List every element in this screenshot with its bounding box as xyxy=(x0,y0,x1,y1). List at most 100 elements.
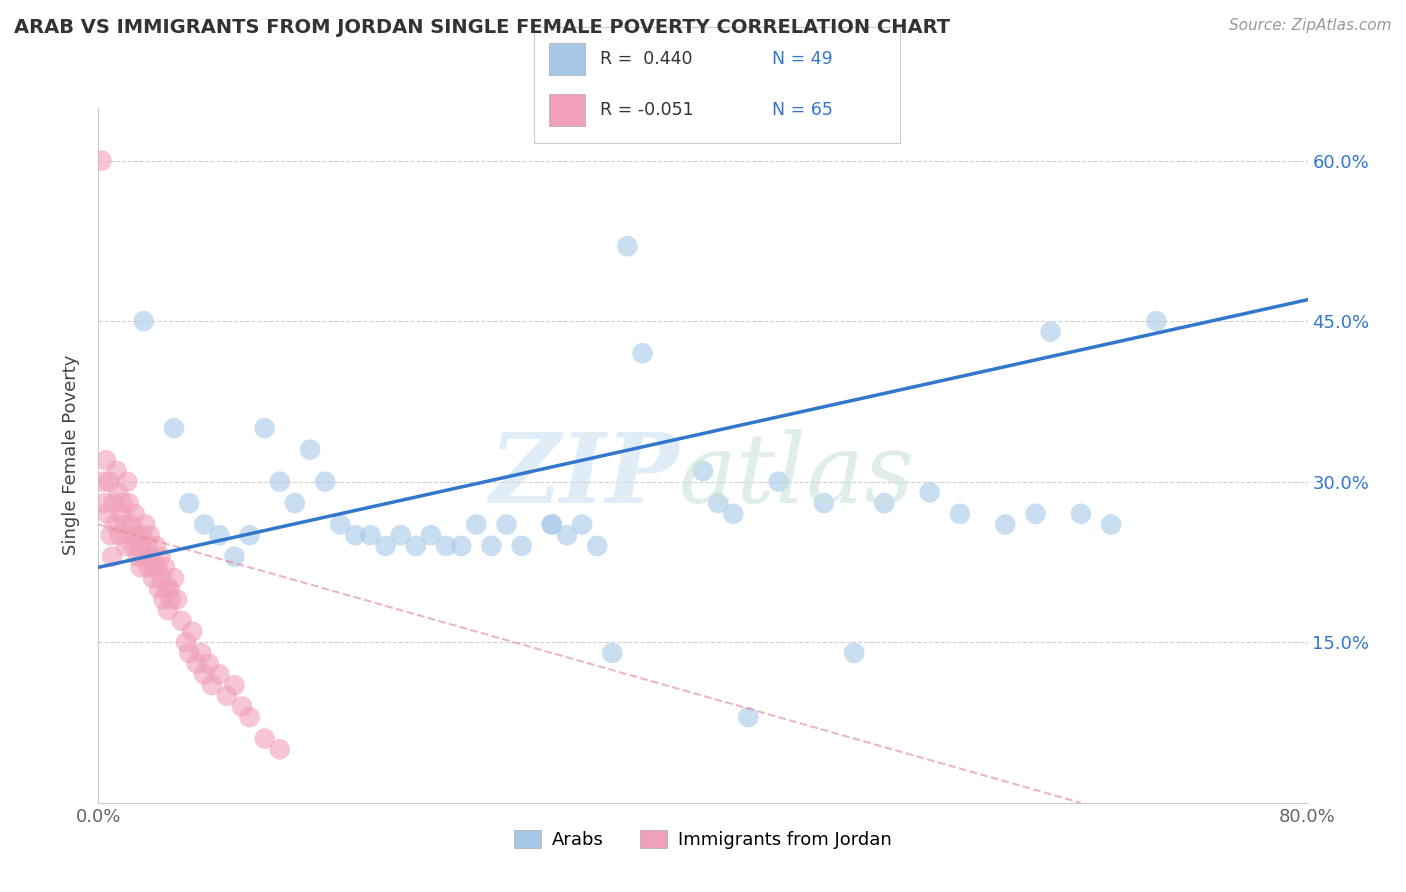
Point xyxy=(844,646,866,660)
Y-axis label: Single Female Poverty: Single Female Poverty xyxy=(62,355,80,555)
Point xyxy=(132,314,155,328)
Point xyxy=(602,646,624,660)
Point xyxy=(174,635,197,649)
Point xyxy=(141,549,163,564)
Point xyxy=(105,464,128,478)
Point xyxy=(253,731,276,746)
Point xyxy=(104,517,127,532)
Point xyxy=(329,517,352,532)
Point xyxy=(132,549,155,564)
Point xyxy=(107,485,129,500)
Point xyxy=(420,528,443,542)
Point xyxy=(112,517,135,532)
Text: R = -0.051: R = -0.051 xyxy=(600,102,693,120)
Point xyxy=(108,528,131,542)
Point xyxy=(253,421,276,435)
Point xyxy=(481,539,503,553)
Point xyxy=(93,496,115,510)
Legend: Arabs, Immigrants from Jordan: Arabs, Immigrants from Jordan xyxy=(508,822,898,856)
Point xyxy=(495,517,517,532)
Point xyxy=(163,571,186,585)
Point xyxy=(314,475,336,489)
Point xyxy=(94,453,117,467)
Point xyxy=(129,560,152,574)
Point xyxy=(231,699,253,714)
Point xyxy=(118,496,141,510)
Point xyxy=(949,507,972,521)
Point xyxy=(142,571,165,585)
Point xyxy=(197,657,219,671)
Point xyxy=(166,592,188,607)
Point xyxy=(918,485,941,500)
Point xyxy=(994,517,1017,532)
Point xyxy=(101,549,124,564)
Point xyxy=(434,539,457,553)
Point xyxy=(208,667,231,681)
Point xyxy=(124,507,146,521)
Point xyxy=(122,539,145,553)
Point xyxy=(405,539,427,553)
Point xyxy=(208,528,231,542)
Point xyxy=(136,560,159,574)
Point xyxy=(135,539,157,553)
Point xyxy=(190,646,212,660)
Point xyxy=(114,539,136,553)
Point xyxy=(555,528,578,542)
Point xyxy=(215,689,238,703)
Point xyxy=(128,539,150,553)
Point xyxy=(723,507,745,521)
Point xyxy=(224,678,246,692)
Point xyxy=(450,539,472,553)
Point xyxy=(1144,314,1167,328)
Point xyxy=(149,549,172,564)
Point xyxy=(125,528,148,542)
Point xyxy=(179,496,201,510)
Text: R =  0.440: R = 0.440 xyxy=(600,50,693,68)
Point xyxy=(103,496,125,510)
Point xyxy=(873,496,896,510)
Point xyxy=(163,421,186,435)
Point xyxy=(160,592,183,607)
Point xyxy=(186,657,208,671)
Point xyxy=(1070,507,1092,521)
Point xyxy=(145,539,167,553)
Point xyxy=(768,475,790,489)
Point xyxy=(299,442,322,457)
Point xyxy=(269,475,291,489)
Text: ZIP: ZIP xyxy=(489,429,679,523)
Point xyxy=(737,710,759,724)
Point xyxy=(120,528,142,542)
Point xyxy=(571,517,593,532)
Point xyxy=(239,710,262,724)
Point xyxy=(181,624,204,639)
Point xyxy=(150,571,173,585)
Point xyxy=(284,496,307,510)
Point xyxy=(155,582,177,596)
Point xyxy=(143,560,166,574)
Text: atlas: atlas xyxy=(679,429,915,523)
Point xyxy=(692,464,714,478)
Point xyxy=(131,528,153,542)
Point xyxy=(110,507,132,521)
Point xyxy=(201,678,224,692)
Point xyxy=(239,528,262,542)
Point xyxy=(91,475,114,489)
Point xyxy=(269,742,291,756)
Point xyxy=(193,517,215,532)
Bar xyxy=(548,43,585,76)
Point xyxy=(707,496,730,510)
Text: ARAB VS IMMIGRANTS FROM JORDAN SINGLE FEMALE POVERTY CORRELATION CHART: ARAB VS IMMIGRANTS FROM JORDAN SINGLE FE… xyxy=(14,18,950,37)
Point xyxy=(159,582,181,596)
Point xyxy=(146,560,169,574)
Point xyxy=(389,528,412,542)
Point xyxy=(344,528,367,542)
Point xyxy=(121,517,143,532)
Point xyxy=(616,239,638,253)
Point xyxy=(127,549,149,564)
Point xyxy=(1024,507,1046,521)
Point xyxy=(374,539,396,553)
Bar xyxy=(548,94,585,127)
Point xyxy=(98,475,121,489)
Point xyxy=(170,614,193,628)
Text: N = 49: N = 49 xyxy=(772,50,832,68)
